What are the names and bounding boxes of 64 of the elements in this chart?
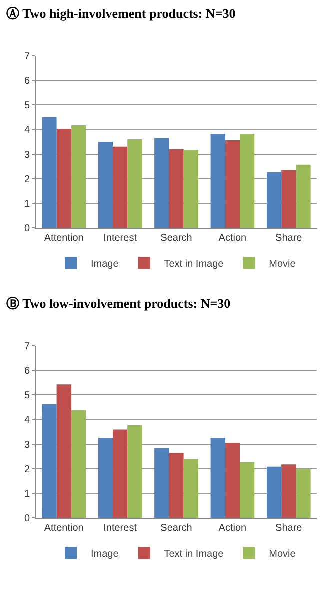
chart-title: Ⓑ Two low-involvement products: N=30 (6, 296, 231, 311)
y-tick-label: 3 (24, 440, 30, 451)
x-tick-label: Share (276, 523, 303, 534)
x-tick-label: Attention (44, 523, 84, 534)
bar (296, 469, 311, 518)
x-tick-label: Search (160, 523, 192, 534)
bar (56, 384, 72, 518)
y-tick-label: 5 (24, 100, 30, 112)
bar (98, 142, 113, 228)
x-tick-label: Search (160, 233, 192, 244)
y-tick-label: 4 (24, 415, 30, 426)
x-tick-label: Attention (44, 233, 84, 244)
bar (154, 138, 170, 228)
y-tick-label: 0 (24, 514, 30, 524)
y-tick-label: 7 (24, 342, 30, 352)
bar (184, 150, 198, 228)
y-tick-label: 2 (24, 174, 30, 186)
legend-label: Image (91, 259, 120, 270)
y-tick-label: 3 (24, 150, 30, 161)
bar (282, 170, 296, 228)
bar (296, 164, 311, 228)
y-tick-label: 5 (24, 390, 30, 402)
bar (112, 146, 128, 228)
bar (169, 149, 184, 228)
y-tick-label: 1 (24, 488, 30, 500)
y-tick-label: 4 (24, 125, 30, 136)
bar (112, 430, 128, 518)
x-tick-label: Action (218, 233, 247, 244)
bar (128, 425, 142, 518)
bar (210, 134, 226, 228)
bar (282, 464, 296, 518)
bar (154, 448, 170, 518)
bar (225, 443, 240, 518)
legend-label: Image (91, 549, 120, 560)
bar (42, 404, 57, 518)
y-tick-label: 1 (24, 198, 30, 210)
bar (169, 453, 184, 518)
bar (184, 459, 198, 518)
y-tick-label: 2 (24, 464, 30, 476)
y-tick-label: 6 (24, 366, 30, 378)
legend-label: Text in Image (164, 259, 224, 270)
x-tick-label: Action (218, 523, 247, 534)
y-tick-label: 7 (24, 52, 30, 62)
legend-label: Movie (269, 259, 296, 270)
bar (128, 140, 142, 228)
bar (98, 438, 113, 518)
bar (266, 172, 282, 228)
bar (56, 128, 72, 228)
y-tick-label: 6 (24, 76, 30, 88)
x-tick-label: Share (276, 233, 303, 244)
bar (240, 134, 255, 228)
y-tick-label: 0 (24, 224, 30, 234)
legend-label: Text in Image (164, 549, 224, 560)
bar (71, 126, 86, 228)
bar (71, 410, 86, 518)
bar (266, 466, 282, 518)
bar (210, 438, 226, 518)
bar (240, 462, 255, 518)
legend-label: Movie (269, 549, 296, 560)
bar (42, 117, 57, 228)
bar (225, 140, 240, 228)
chart-title: Ⓐ Two high-involvement products: N=30 (6, 6, 236, 21)
x-tick-label: Interest (104, 523, 138, 534)
x-tick-label: Interest (104, 233, 138, 244)
